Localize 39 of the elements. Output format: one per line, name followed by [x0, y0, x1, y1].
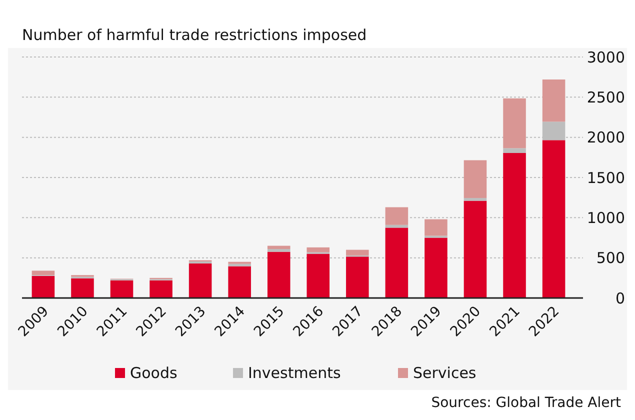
y-tick-label: 3000 [586, 48, 625, 66]
y-tick-label: 0 [615, 289, 625, 308]
bar [32, 270, 55, 276]
legend-label: Goods [130, 364, 178, 382]
legend-label: Services [413, 364, 476, 382]
bar [503, 148, 526, 153]
bar [346, 256, 369, 298]
y-tick-label: 500 [596, 249, 625, 268]
bar [424, 238, 448, 298]
bar [346, 250, 369, 256]
bar [385, 228, 408, 298]
bar [267, 246, 290, 249]
bar [228, 266, 251, 298]
chart-title: Number of harmful trade restrictions imposed [22, 26, 367, 44]
bar [32, 276, 55, 298]
bar [464, 160, 487, 198]
bar [464, 198, 487, 201]
bar [503, 98, 526, 148]
legend-label: Investments [248, 364, 341, 382]
bar [306, 247, 330, 252]
bar [71, 278, 94, 298]
bar [228, 264, 251, 266]
source-note: Sources: Global Trade Alert [431, 395, 622, 411]
bar [267, 248, 290, 252]
bar [542, 140, 566, 298]
bar [503, 153, 526, 298]
y-tick-label: 2500 [586, 88, 625, 106]
bar [306, 254, 330, 298]
bar [542, 79, 566, 122]
bar [110, 280, 134, 298]
bar [150, 280, 172, 298]
y-tick-label: 2000 [586, 128, 625, 147]
bar [188, 263, 212, 298]
y-tick-label: 1500 [586, 168, 625, 187]
bar [267, 252, 290, 298]
bar [424, 219, 448, 236]
bar [385, 207, 408, 225]
y-tick-label: 1000 [586, 208, 625, 227]
bar [464, 200, 487, 298]
